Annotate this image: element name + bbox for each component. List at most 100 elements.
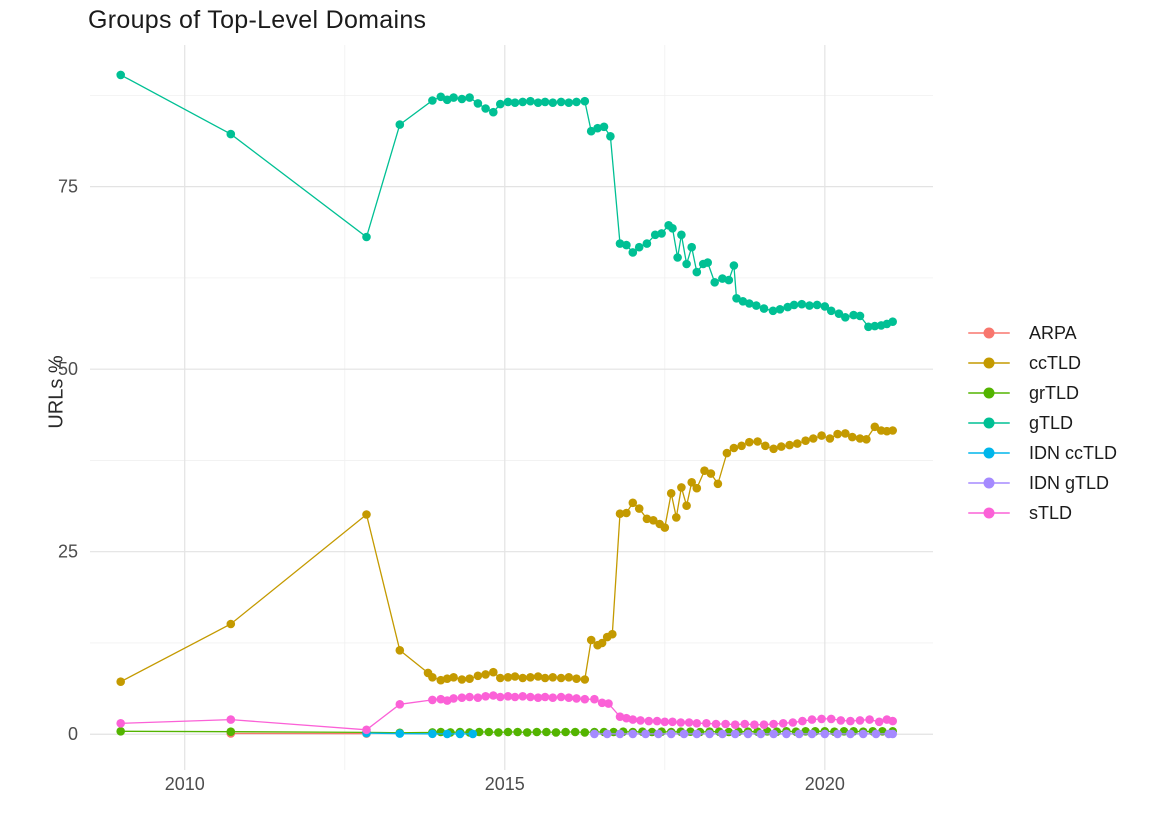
data-point-cctld <box>564 673 574 682</box>
data-point-gtld <box>687 242 696 252</box>
data-point-cctld <box>660 523 670 532</box>
data-point-grtld <box>570 727 580 737</box>
data-point-stld <box>449 694 458 703</box>
data-point-cctld <box>793 439 802 448</box>
data-point-gtld <box>826 306 836 316</box>
data-point-cctld <box>706 469 716 478</box>
data-point-gtld <box>518 97 527 107</box>
data-point-grtld <box>503 727 513 737</box>
legend-item-idn-gtld: IDN gTLD <box>968 468 1117 498</box>
data-point-cctld <box>572 674 581 683</box>
legend-item-arpa: ARPA <box>968 318 1117 348</box>
data-point-gtld <box>634 242 644 252</box>
legend-label: ccTLD <box>1029 352 1082 373</box>
data-point-cctld <box>533 672 543 681</box>
data-point-cctld <box>586 635 596 645</box>
data-point-idn-gtld <box>718 729 727 739</box>
data-point-stld <box>730 720 740 729</box>
data-point-gtld <box>564 98 574 107</box>
data-point-stld <box>769 719 778 729</box>
data-point-idn-gtld <box>602 729 612 739</box>
legend-marker-icon <box>968 417 1010 429</box>
data-point-gtld <box>855 311 865 321</box>
data-point-gtld <box>580 96 590 106</box>
data-point-gtld <box>226 129 236 139</box>
data-point-stld <box>807 715 817 724</box>
data-point-gtld <box>572 97 581 107</box>
data-point-cctld <box>395 646 405 655</box>
data-point-cctld <box>473 671 483 681</box>
x-tick-label: 2010 <box>165 774 205 794</box>
data-point-stld <box>826 714 836 724</box>
data-point-idn-gtld <box>743 729 753 739</box>
data-point-cctld <box>526 673 535 682</box>
data-point-gtld <box>622 240 631 250</box>
data-point-gtld <box>436 92 446 102</box>
data-point-gtld <box>457 94 467 104</box>
data-point-stld <box>778 719 788 728</box>
data-point-idn-gtld <box>730 729 740 739</box>
data-point-stld <box>457 693 467 702</box>
legend-item-grtld: grTLD <box>968 378 1117 408</box>
data-point-cctld <box>848 432 857 442</box>
legend-label: gTLD <box>1029 412 1074 433</box>
data-point-gtld <box>703 258 712 267</box>
y-tick-label: 75 <box>58 177 78 197</box>
data-point-gtld <box>732 294 741 303</box>
legend-marker-icon <box>968 327 1010 339</box>
data-point-stld <box>395 700 405 709</box>
data-point-stld <box>692 719 702 728</box>
data-point-cctld <box>870 422 880 432</box>
data-point-cctld <box>597 638 607 648</box>
data-point-cctld <box>556 673 566 683</box>
data-point-cctld <box>682 501 691 511</box>
data-point-stld <box>481 692 490 701</box>
legend-item-gtld: gTLD <box>968 408 1117 438</box>
data-point-stld <box>503 692 513 701</box>
data-point-stld <box>518 692 527 701</box>
data-point-gtld <box>759 304 769 313</box>
data-point-cctld <box>496 673 505 683</box>
data-point-gtld <box>593 123 602 133</box>
data-point-stld <box>540 692 550 702</box>
data-point-gtld <box>395 120 405 129</box>
legend-key-dot <box>983 477 995 489</box>
data-point-gtld <box>556 97 566 107</box>
data-point-stld <box>572 694 581 703</box>
data-point-grtld <box>561 727 570 737</box>
data-point-idn-gtld <box>628 729 638 739</box>
legend-marker-icon <box>968 447 1010 459</box>
data-point-cctld <box>862 435 871 444</box>
data-point-cctld <box>692 483 702 493</box>
data-point-gtld <box>789 300 799 310</box>
data-point-cctld <box>777 442 786 451</box>
data-point-idn-gtld <box>782 729 791 739</box>
data-point-gtld <box>812 300 822 310</box>
data-point-stld <box>628 715 638 724</box>
data-point-grtld <box>513 727 522 737</box>
data-point-cctld <box>769 444 778 454</box>
legend-label: IDN ccTLD <box>1029 442 1118 463</box>
data-point-gtld <box>540 97 550 107</box>
data-point-stld <box>865 715 874 724</box>
legend-marker-icon <box>968 387 1010 399</box>
data-point-stld <box>668 717 677 727</box>
data-point-stld <box>590 694 599 704</box>
series-line-cctld <box>120 425 893 683</box>
data-point-gtld <box>116 70 125 80</box>
data-point-gtld <box>428 96 437 105</box>
data-point-stld <box>750 720 759 729</box>
data-point-stld <box>580 694 590 704</box>
data-point-stld <box>702 719 711 728</box>
data-point-gtld <box>682 259 691 269</box>
data-point-gtld <box>481 104 490 113</box>
data-point-cctld <box>428 673 437 682</box>
legend-key-dot <box>983 447 995 459</box>
legend-key-dot <box>983 507 995 519</box>
data-point-stld <box>556 692 566 702</box>
data-point-stld <box>676 718 686 727</box>
data-point-stld <box>652 716 662 726</box>
data-point-gtld <box>606 132 615 141</box>
data-point-stld <box>489 691 498 700</box>
